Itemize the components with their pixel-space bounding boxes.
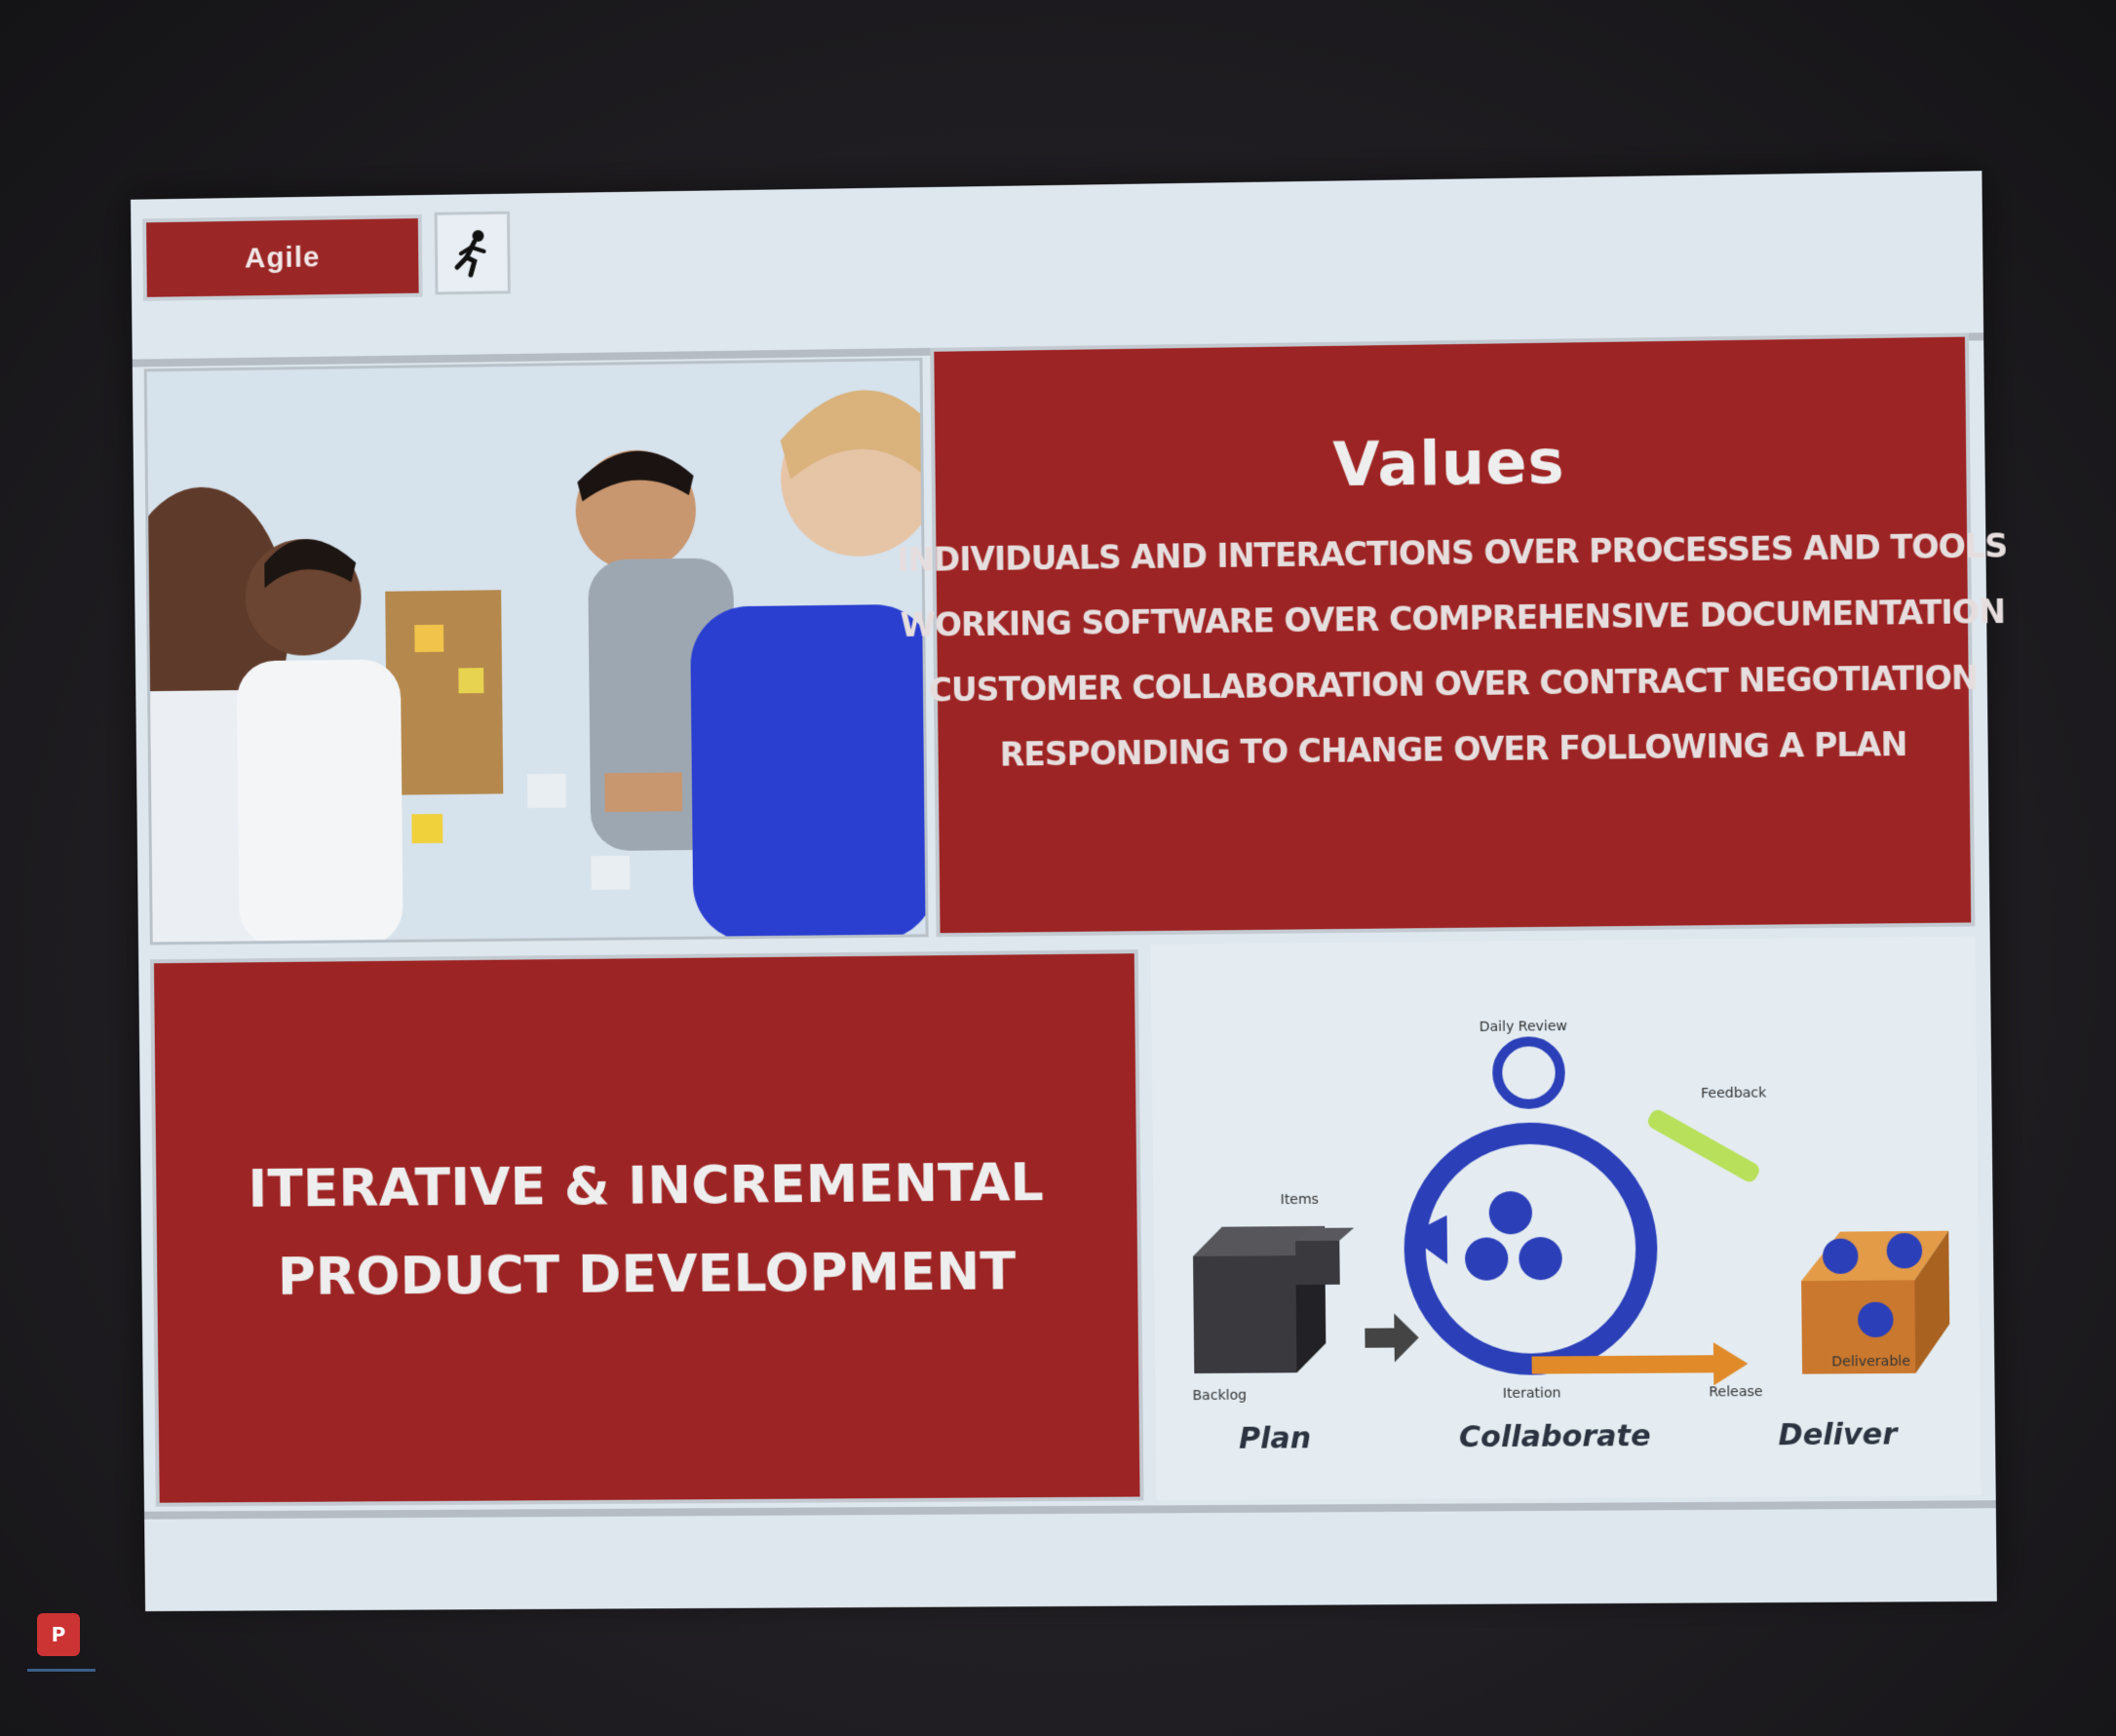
slide-footer (144, 1500, 1997, 1612)
items-label: Items (1280, 1191, 1320, 1209)
slide-header: Agile (131, 171, 1983, 364)
feedback-label: Feedback (1700, 1085, 1767, 1102)
taskbar-active-indicator (27, 1669, 96, 1672)
daily-review-loop-icon (1497, 1041, 1560, 1104)
values-line-3: Customer collaboration over contract neg… (928, 658, 1979, 710)
arrow-right-icon (1365, 1313, 1419, 1363)
release-arrow-icon (1712, 1341, 1749, 1386)
agile-tab: Agile (142, 214, 423, 301)
collaborate-caption: Collaborate (1458, 1418, 1651, 1455)
daily-review-label: Daily Review (1479, 1019, 1568, 1035)
backlog-label: Backlog (1192, 1387, 1248, 1405)
deliver-caption: Deliver (1778, 1417, 1898, 1453)
deliverable-label: Deliverable (1831, 1353, 1911, 1370)
iterative-panel: Iterative & Incremental Product Developm… (149, 949, 1144, 1507)
iterative-line-1: Iterative & Incremental (248, 1150, 1045, 1219)
values-line-1: Individuals and interactions over proces… (896, 526, 2008, 580)
values-title: Values (1332, 425, 1565, 501)
team-photo (143, 357, 929, 945)
runner-icon (434, 211, 511, 295)
iteration-label: Iteration (1502, 1385, 1561, 1402)
app-icon-letter: P (51, 1623, 66, 1646)
iterative-line-2: Product Development (277, 1239, 1017, 1307)
plan-caption: Plan (1238, 1421, 1312, 1456)
agile-process-diagram: Daily Review Feedback Items Backlog Iter… (1150, 936, 1981, 1501)
values-line-4: Responding to change over following a pl… (999, 724, 1907, 774)
values-panel: Values Individuals and interactions over… (897, 332, 2008, 938)
values-line-2: Working software over comprehensive docu… (900, 592, 2006, 644)
powerpoint-icon[interactable]: P (37, 1613, 80, 1656)
backlog-cubes-icon (1192, 1225, 1355, 1374)
release-label: Release (1709, 1384, 1763, 1401)
presentation-slide: Agile (131, 171, 2008, 1612)
deliverable-box-icon (1800, 1230, 1950, 1374)
feedback-bar-icon (1644, 1106, 1762, 1185)
